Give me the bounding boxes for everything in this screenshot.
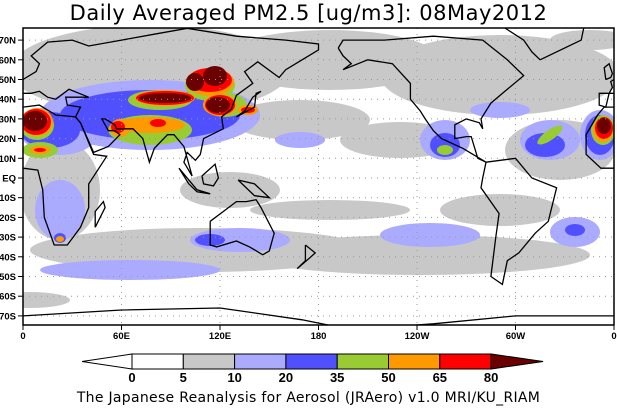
contour-above-80 — [23, 66, 611, 134]
colorbar-label: 80 — [484, 370, 498, 385]
colorbar-high-arrow — [490, 353, 544, 370]
coastline-new-guinea — [237, 179, 272, 199]
coastline-north-america — [337, 35, 525, 163]
coastline-south-america — [480, 157, 558, 286]
lat-label: 40S — [0, 252, 16, 263]
lat-label: 50S — [0, 272, 16, 283]
colorbar-segment — [439, 353, 492, 370]
coastline-greenland — [503, 28, 585, 61]
colorbar-segment — [285, 353, 338, 370]
coastline-sumatra-java — [178, 167, 211, 195]
colorbar-label: 0 — [128, 370, 135, 385]
pm25-field — [23, 28, 614, 325]
coastline-britain — [603, 62, 614, 81]
lat-label: 60S — [0, 292, 16, 303]
colorbar-segment — [336, 353, 390, 370]
colorbar-low-arrow — [81, 353, 133, 370]
colorbar-label: 20 — [279, 370, 293, 385]
lon-label: 60W — [506, 331, 526, 342]
colorbar-segment — [182, 353, 236, 370]
lon-label: 180 — [311, 331, 327, 342]
lat-label: 20S — [0, 213, 16, 224]
colorbar-segment — [388, 353, 441, 370]
lat-label: EQ — [2, 174, 16, 185]
lat-label: 70S — [0, 311, 16, 322]
lat-label: 50N — [0, 75, 16, 86]
coastline-japan — [236, 90, 262, 118]
coastlines — [23, 28, 614, 325]
colorbar-label: 5 — [180, 370, 187, 385]
colorbar-segment — [234, 353, 287, 370]
lat-label: 30N — [0, 114, 16, 125]
coastline-africa — [23, 104, 108, 246]
coastline-borneo — [201, 162, 220, 187]
credit-text: The Japanese Reanalysis for Aerosol (JRA… — [76, 390, 541, 406]
latitude-axis: 70N 60N 50N 40N 30N 20N 10N EQ 10S 20S 30S 40S 50S 60… — [0, 36, 23, 322]
lat-label: 10N — [0, 154, 16, 165]
lat-label: 30S — [0, 233, 16, 244]
lon-label: 120E — [209, 331, 231, 342]
lon-label: 0 — [20, 331, 25, 342]
lat-label: 70N — [0, 36, 16, 47]
lat-label: 20N — [0, 134, 16, 145]
lon-label: 60E — [113, 331, 130, 342]
coastline-madagascar — [94, 200, 106, 228]
lon-label: 0 — [611, 331, 616, 342]
map-title: Daily Averaged PM2.5 [ug/m3]: 08May2012 — [69, 1, 548, 25]
coastline-west-europe — [598, 78, 614, 108]
colorbar: 0 5 10 20 35 50 65 80 — [81, 353, 544, 385]
colorbar-label: 10 — [227, 370, 241, 385]
lon-label: 120W — [405, 331, 430, 342]
lat-label: 40N — [0, 95, 16, 106]
colorbar-label: 65 — [433, 370, 447, 385]
lat-label: 10S — [0, 193, 16, 204]
longitude-axis: 0 60E 120E 180 120W 60W 0 — [20, 325, 617, 342]
colorbar-segment — [131, 353, 184, 370]
coastline-australia — [209, 198, 275, 256]
coastline-eurasia — [23, 28, 320, 177]
colorbar-label: 35 — [330, 370, 344, 385]
coastline-new-zealand — [296, 244, 317, 270]
lat-label: 60N — [0, 55, 16, 66]
colorbar-label: 50 — [381, 370, 395, 385]
